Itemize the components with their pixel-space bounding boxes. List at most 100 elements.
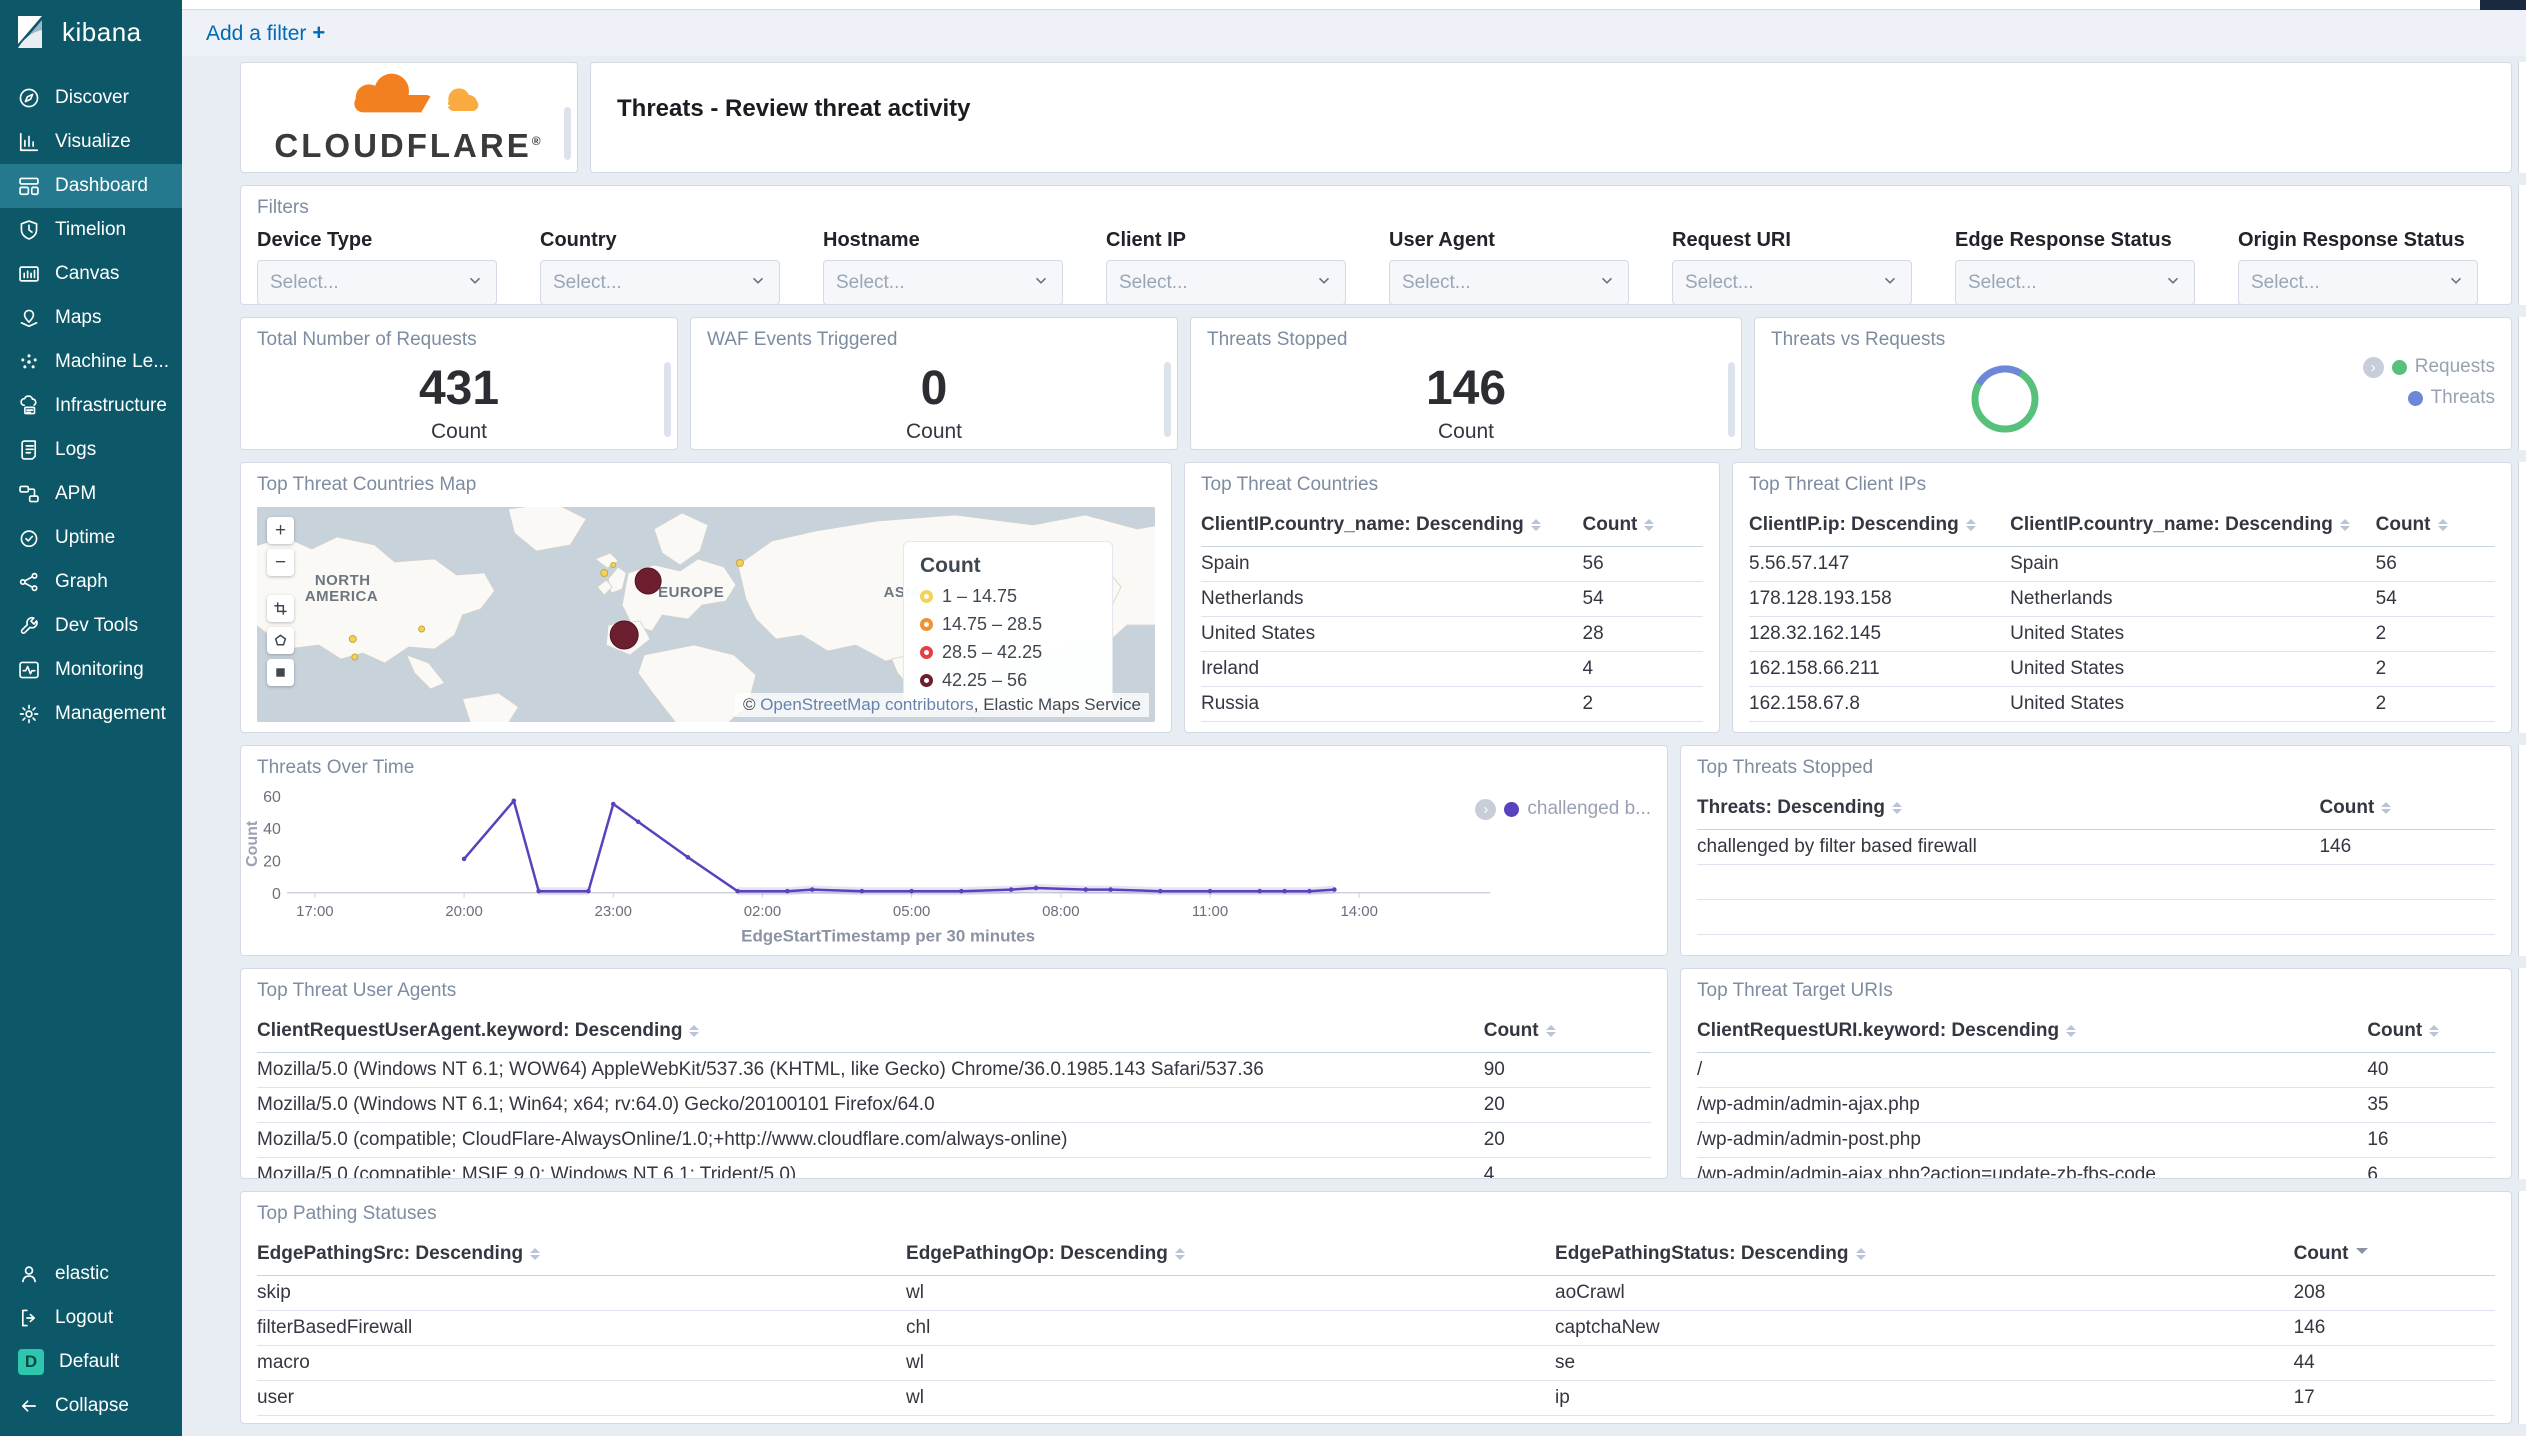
- sidebar-item-infrastructure[interactable]: Infrastructure: [0, 384, 182, 428]
- data-point[interactable]: [1008, 887, 1014, 892]
- world-map[interactable]: NORTH AMERICA EUROPE ASIA: [257, 507, 1155, 722]
- sort-icon[interactable]: [2066, 1020, 2077, 1042]
- sort-icon[interactable]: [1855, 1243, 1866, 1265]
- data-point[interactable]: [785, 888, 790, 894]
- sidebar-item-dashboard[interactable]: Dashboard: [0, 164, 182, 208]
- legend-label-requests[interactable]: Requests: [2414, 356, 2495, 377]
- add-filter-link[interactable]: Add a filter +: [206, 20, 325, 46]
- sort-icon[interactable]: [1644, 514, 1655, 536]
- sort-icon[interactable]: [1545, 1020, 1556, 1042]
- sidebar-item-apm[interactable]: APM: [0, 472, 182, 516]
- sidebar-item-management[interactable]: Management: [0, 692, 182, 736]
- map-bubble-spain[interactable]: [609, 620, 639, 650]
- client-ip-select[interactable]: Select...: [1106, 260, 1346, 304]
- column-header-count[interactable]: Count: [2375, 504, 2495, 548]
- device-type-select[interactable]: Select...: [257, 260, 497, 304]
- sort-icon[interactable]: [1174, 1243, 1185, 1265]
- sort-icon[interactable]: [530, 1243, 541, 1265]
- data-point[interactable]: [586, 888, 591, 894]
- legend-label-threats[interactable]: Threats: [2430, 387, 2495, 408]
- data-point[interactable]: [635, 819, 641, 825]
- map-bubble-ireland[interactable]: [600, 569, 609, 577]
- sidebar-item-maps[interactable]: Maps: [0, 296, 182, 340]
- sidebar-footer-logout[interactable]: Logout: [0, 1296, 182, 1340]
- data-point[interactable]: [685, 854, 691, 860]
- data-point[interactable]: [1332, 887, 1337, 892]
- sidebar-item-canvas[interactable]: Canvas: [0, 252, 182, 296]
- sort-descending-icon[interactable]: [2356, 1247, 2369, 1260]
- map-bubble-netherlands[interactable]: [634, 567, 662, 595]
- sidebar-item-uptime[interactable]: Uptime: [0, 516, 182, 560]
- data-point[interactable]: [1158, 888, 1163, 894]
- map-bubble-us-1[interactable]: [348, 635, 357, 643]
- sort-icon[interactable]: [689, 1020, 700, 1042]
- legend-label-challenged[interactable]: challenged b...: [1527, 798, 1651, 819]
- hostname-select[interactable]: Select...: [823, 260, 1063, 304]
- column-header-edgepathingstatus-descending[interactable]: EdgePathingStatus: Descending: [1555, 1233, 2294, 1277]
- column-header-count[interactable]: Count: [1582, 504, 1703, 548]
- sidebar-footer-default[interactable]: D Default: [0, 1340, 182, 1384]
- data-point[interactable]: [1282, 888, 1287, 894]
- data-point[interactable]: [959, 888, 964, 894]
- map-crop-tool-button[interactable]: [267, 595, 294, 622]
- sidebar-item-graph[interactable]: Graph: [0, 560, 182, 604]
- request-uri-select[interactable]: Select...: [1672, 260, 1912, 304]
- sort-icon[interactable]: [2381, 797, 2392, 819]
- sidebar-item-visualize[interactable]: Visualize: [0, 120, 182, 164]
- data-point[interactable]: [461, 856, 467, 862]
- column-header-threats-descending[interactable]: Threats: Descending: [1697, 787, 2320, 831]
- data-point[interactable]: [909, 888, 914, 894]
- column-header-count[interactable]: Count: [2319, 787, 2495, 831]
- sort-icon[interactable]: [2339, 514, 2350, 536]
- column-header-clientrequesturi-keyword-descending[interactable]: ClientRequestURI.keyword: Descending: [1697, 1010, 2368, 1054]
- data-point[interactable]: [511, 798, 517, 804]
- origin-response-status-select[interactable]: Select...: [2238, 260, 2478, 304]
- sidebar-item-monitoring[interactable]: Monitoring: [0, 648, 182, 692]
- column-header-edgepathingop-descending[interactable]: EdgePathingOp: Descending: [906, 1233, 1556, 1277]
- column-header-count[interactable]: Count: [1483, 1010, 1651, 1054]
- map-bubble-uk[interactable]: [610, 562, 617, 568]
- map-bubble-us-2[interactable]: [351, 653, 359, 661]
- data-point[interactable]: [1083, 887, 1089, 892]
- map-bubble-russia[interactable]: [735, 559, 744, 567]
- data-point[interactable]: [859, 888, 865, 894]
- column-header-clientip-ip-descending[interactable]: ClientIP.ip: Descending: [1749, 504, 2011, 548]
- map-bubble-us-3[interactable]: [418, 625, 426, 633]
- column-header-clientrequestuseragent-keyword-descending[interactable]: ClientRequestUserAgent.keyword: Descendi…: [257, 1010, 1484, 1054]
- column-header-count[interactable]: Count: [2293, 1233, 2495, 1277]
- data-point[interactable]: [1108, 887, 1113, 892]
- sidebar-item-timelion[interactable]: Timelion: [0, 208, 182, 252]
- data-point[interactable]: [1257, 888, 1263, 894]
- threats-line-series[interactable]: [463, 799, 1335, 893]
- sort-icon[interactable]: [2429, 1020, 2440, 1042]
- map-zoom-in-button[interactable]: +: [267, 517, 294, 544]
- data-point[interactable]: [610, 801, 616, 807]
- map-zoom-out-button[interactable]: −: [267, 549, 294, 576]
- data-point[interactable]: [1033, 885, 1039, 891]
- data-point[interactable]: [1207, 888, 1213, 894]
- column-header-count[interactable]: Count: [2367, 1010, 2495, 1054]
- map-polygon-tool-button[interactable]: [267, 627, 294, 654]
- data-point[interactable]: [1307, 888, 1312, 894]
- sidebar-item-dev-tools[interactable]: Dev Tools: [0, 604, 182, 648]
- sidebar-footer-elastic[interactable]: elastic: [0, 1252, 182, 1296]
- data-point[interactable]: [536, 888, 541, 894]
- sort-icon[interactable]: [2437, 514, 2448, 536]
- kibana-logo[interactable]: kibana: [0, 0, 182, 64]
- data-point[interactable]: [735, 888, 740, 894]
- sidebar-footer-collapse[interactable]: Collapse: [0, 1384, 182, 1428]
- map-rectangle-tool-button[interactable]: [267, 659, 294, 686]
- sidebar-item-discover[interactable]: Discover: [0, 76, 182, 120]
- column-header-edgepathingsrc-descending[interactable]: EdgePathingSrc: Descending: [257, 1233, 907, 1277]
- legend-expand-icon[interactable]: ›: [1475, 798, 1497, 820]
- sort-icon[interactable]: [1530, 514, 1541, 536]
- data-point[interactable]: [809, 887, 815, 892]
- column-header-clientip-country-name-descending[interactable]: ClientIP.country_name: Descending: [1201, 504, 1583, 548]
- sidebar-item-logs[interactable]: Logs: [0, 428, 182, 472]
- sort-icon[interactable]: [1891, 797, 1902, 819]
- column-header-clientip-country-name-descending[interactable]: ClientIP.country_name: Descending: [2010, 504, 2376, 548]
- legend-expand-icon[interactable]: ›: [2362, 356, 2384, 378]
- sidebar-item-machine-le[interactable]: Machine Le...: [0, 340, 182, 384]
- osm-link[interactable]: OpenStreetMap contributors: [760, 695, 974, 714]
- edge-response-status-select[interactable]: Select...: [1955, 260, 2195, 304]
